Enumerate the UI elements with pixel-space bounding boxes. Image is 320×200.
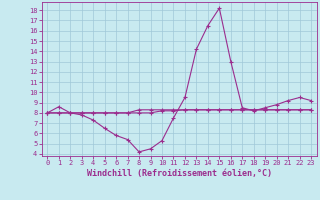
X-axis label: Windchill (Refroidissement éolien,°C): Windchill (Refroidissement éolien,°C) — [87, 169, 272, 178]
